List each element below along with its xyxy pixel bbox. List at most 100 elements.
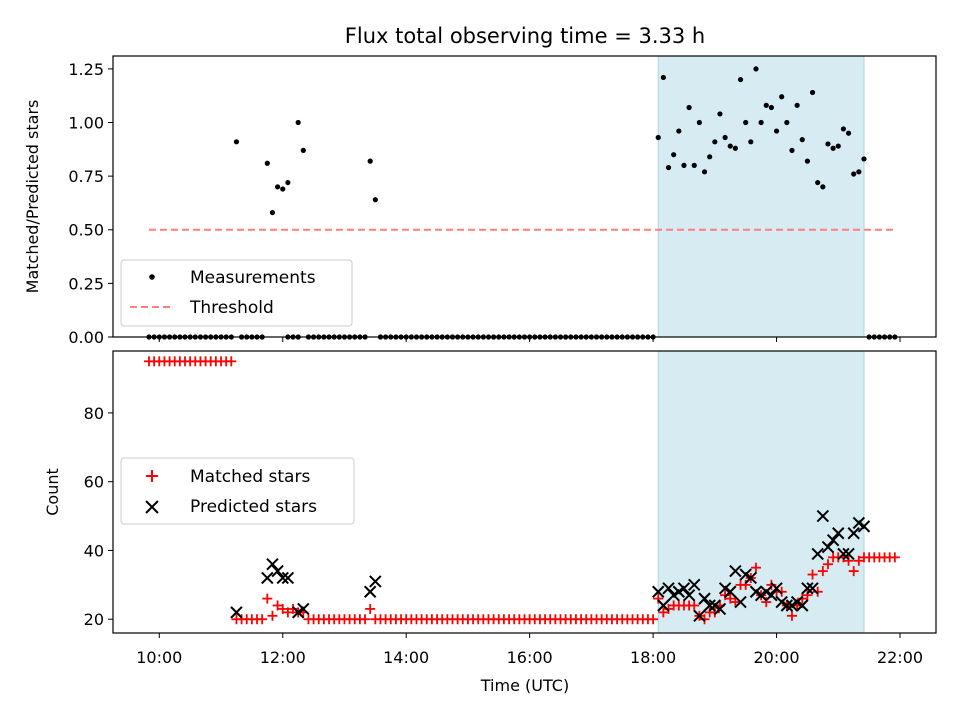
measurement-point	[779, 94, 785, 100]
top-axes-frame	[112, 55, 937, 338]
matched-star-point	[750, 562, 761, 573]
measurement-point	[372, 197, 378, 203]
predicted-star-point	[682, 588, 696, 602]
matched-star-point	[709, 607, 720, 618]
matched-star-point	[853, 555, 864, 566]
predicted-stars-points	[230, 509, 871, 623]
predicted-star-point	[857, 520, 871, 533]
top-legend-box	[120, 259, 353, 327]
matched-stars-points	[144, 356, 900, 625]
bottom-y-tick-label: 80	[84, 404, 104, 423]
measurement-point	[809, 89, 816, 96]
bottom-x-tick-label: 14:00	[383, 648, 429, 667]
predicted-star-point	[281, 571, 295, 585]
measurement-point	[835, 143, 841, 149]
bottom-panel: 20 40 60 80 10:00 12:00 14:00 16:00 18:00 20:00 2…	[43, 350, 937, 695]
predicted-star-point	[826, 533, 840, 547]
bottom-y-tick-label: 60	[84, 473, 104, 492]
predicted-star-point	[276, 571, 289, 585]
measurement-point	[269, 209, 276, 216]
predicted-star-point	[796, 599, 809, 612]
predicted-star-point	[744, 571, 758, 585]
predicted-legend-label: Predicted stars	[190, 497, 317, 517]
measurement-point	[804, 158, 811, 164]
measurement-point	[743, 119, 749, 126]
measurement-point	[815, 179, 821, 186]
measurement-point	[655, 134, 661, 141]
predicted-star-point	[698, 592, 711, 605]
bottom-x-tick-label: 20:00	[753, 648, 799, 667]
matched-legend-label: Matched stars	[190, 467, 310, 487]
predicted-star-point	[703, 599, 716, 612]
matched-star-point	[802, 590, 813, 601]
measurement-point	[280, 186, 286, 192]
measurement-point	[681, 162, 687, 168]
measurement-point	[696, 119, 702, 126]
measurement-point	[845, 130, 852, 136]
predicted-star-point	[729, 564, 742, 578]
bottom-x-tick-label: 12:00	[260, 648, 306, 667]
predicted-star-point	[688, 578, 701, 592]
matched-star-point	[282, 607, 293, 618]
predicted-star-point	[677, 582, 691, 595]
matched-star-point	[786, 610, 797, 621]
measurement-point	[851, 171, 857, 177]
matched-star-point	[689, 600, 700, 611]
matched-star-point	[267, 610, 278, 621]
measurement-point	[799, 137, 805, 143]
predicted-star-point	[816, 509, 830, 523]
predicted-star-point	[652, 585, 665, 598]
predicted-star-point	[713, 602, 727, 616]
matched-star-point	[226, 356, 237, 367]
matched-legend-marker	[146, 470, 158, 482]
matched-star-point	[720, 590, 731, 601]
measurement-point	[686, 104, 692, 111]
matched-star-point	[807, 569, 818, 580]
top-y-tick-label: 1.25	[68, 60, 104, 79]
bottom-x-tick-label: 18:00	[630, 648, 676, 667]
matched-star-point	[848, 566, 859, 577]
predicted-star-point	[271, 564, 284, 578]
measurement-point	[233, 139, 240, 145]
measurement-point	[691, 162, 697, 168]
top-y-tick-label: 1.00	[68, 113, 104, 132]
top-y-tick-label: 0.75	[68, 167, 104, 186]
measurement-point	[712, 139, 718, 145]
measurement-point	[763, 102, 769, 108]
matched-star-point	[761, 597, 772, 608]
measurement-point	[707, 154, 713, 160]
matched-star-point	[699, 614, 710, 625]
predicted-star-point	[657, 599, 670, 612]
measurement-point	[820, 184, 826, 190]
matched-star-point	[663, 603, 674, 614]
matched-star-point	[843, 555, 854, 566]
measurement-point	[768, 104, 775, 111]
bottom-x-tick-label: 10:00	[136, 648, 182, 667]
bottom-x-tick-label: 16:00	[507, 648, 553, 667]
predicted-star-point	[837, 547, 850, 561]
matched-star-point	[766, 579, 777, 590]
measurement-point	[861, 156, 867, 162]
measurement-point	[264, 160, 270, 166]
measurement-point	[665, 164, 672, 171]
predicted-star-point	[847, 527, 860, 540]
measurement-point	[367, 158, 373, 164]
predicted-star-point	[734, 595, 747, 609]
predicted-star-point	[266, 558, 279, 571]
measurement-point	[784, 119, 790, 126]
predicted-star-point	[724, 585, 737, 598]
matched-star-point	[653, 593, 664, 604]
measurement-point	[717, 111, 723, 117]
matched-star-point	[797, 593, 808, 604]
matched-star-point	[288, 603, 299, 614]
predicted-star-point	[842, 547, 855, 561]
measurement-point	[840, 126, 847, 132]
measurements-legend-label: Measurements	[190, 268, 316, 288]
matched-star-point	[740, 579, 751, 590]
predicted-star-point	[780, 599, 794, 612]
bottom-y-tick-label: 40	[84, 541, 104, 560]
measurement-point	[748, 139, 754, 145]
matched-star-point	[262, 593, 273, 604]
bottom-y-tick-label: 20	[84, 610, 104, 629]
